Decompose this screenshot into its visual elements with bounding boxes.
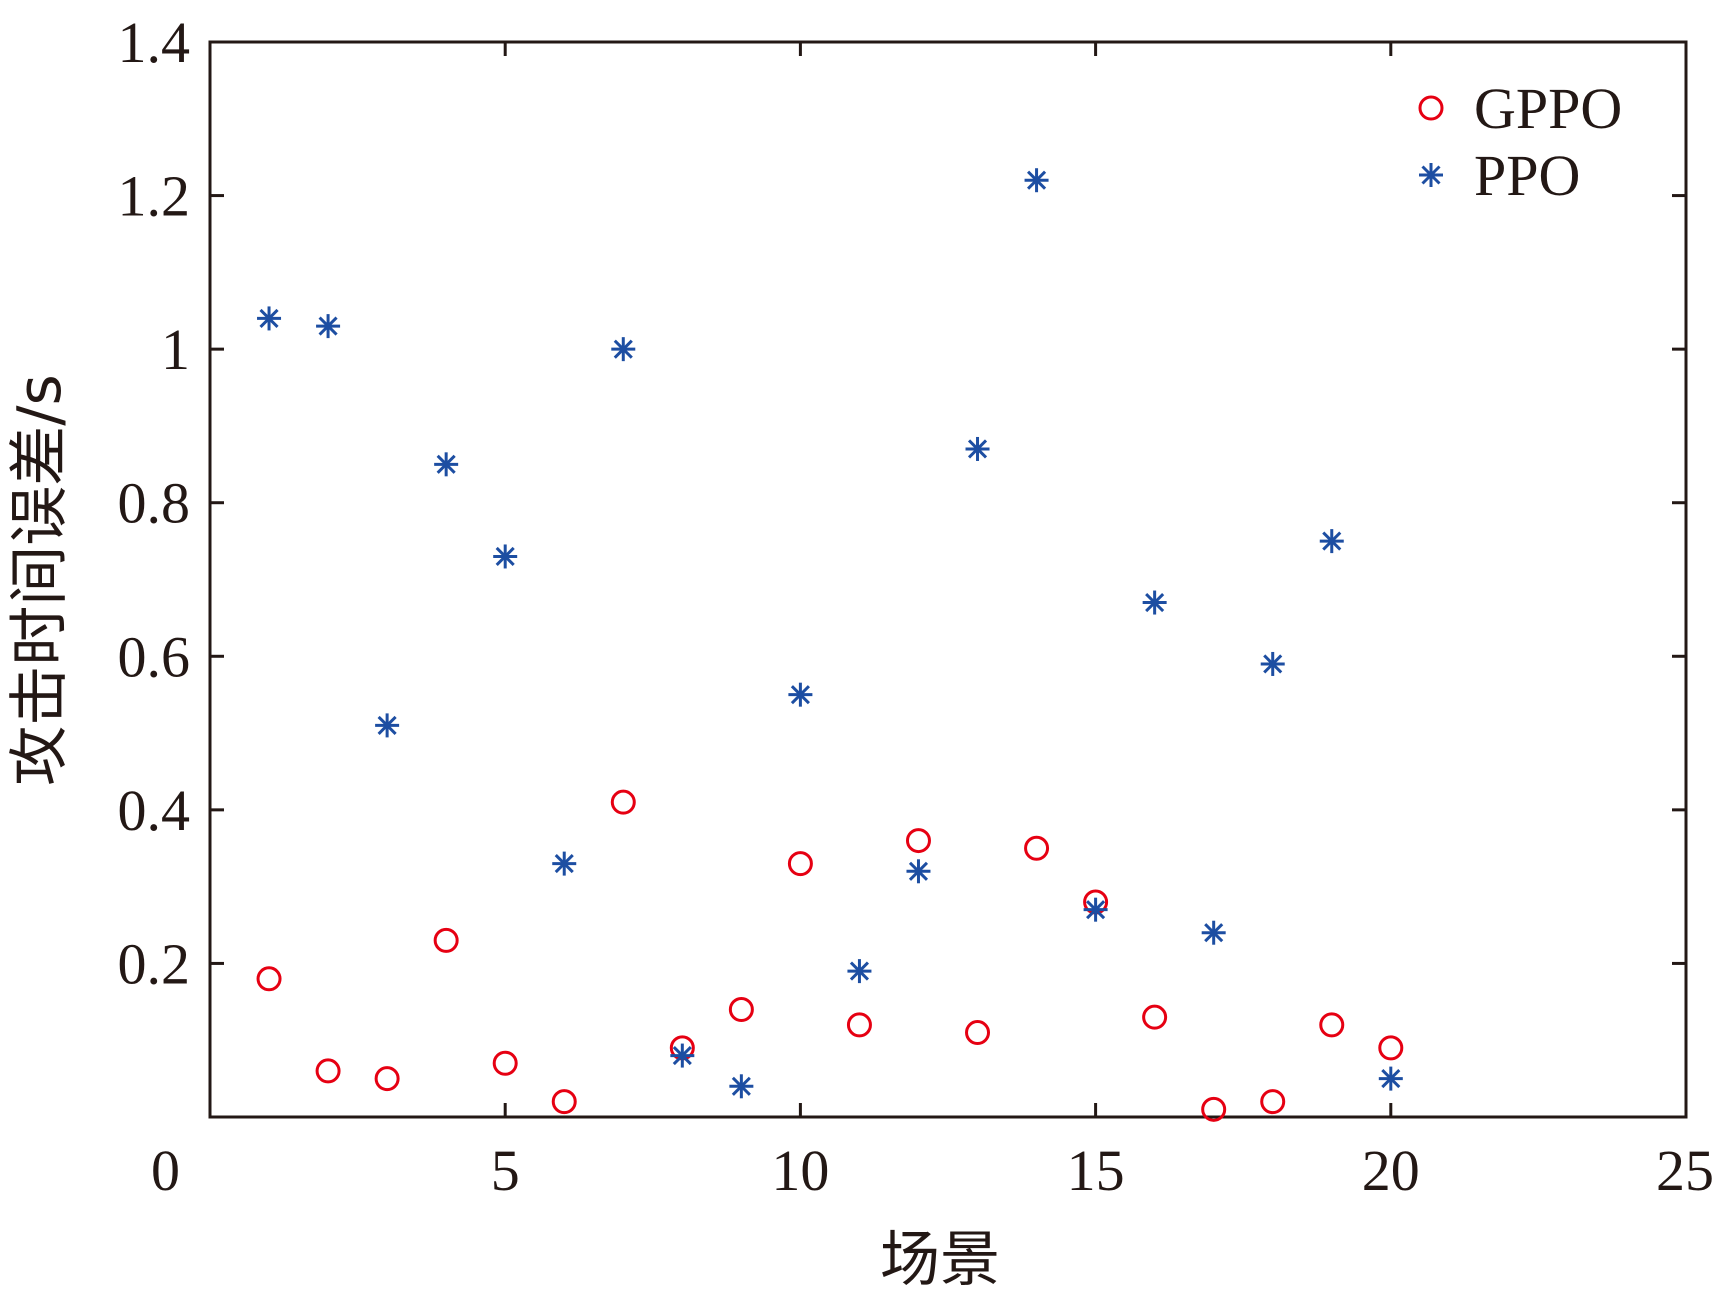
ppo-point <box>1260 651 1285 676</box>
x-tick-label: 15 <box>1067 1138 1125 1203</box>
ppo-point <box>493 544 518 569</box>
y-axis-ticks: 0.2 0.4 0.6 0.8 1 1.2 1.4 <box>118 10 1686 996</box>
y-tick-label: 0.4 <box>118 778 191 843</box>
x-tick-label: 25 <box>1656 1138 1714 1203</box>
gppo-point <box>728 997 754 1022</box>
gppo-point <box>256 966 282 992</box>
ppo-point <box>375 713 400 738</box>
y-tick-label: 1.4 <box>118 10 191 75</box>
legend-marker-ppo <box>1419 163 1443 187</box>
gppo-point <box>1260 1089 1286 1115</box>
gppo-point <box>492 1050 518 1076</box>
data-markers <box>256 168 1404 1122</box>
y-axis-title: 攻击时间误差/s <box>5 374 75 785</box>
gppo-point <box>965 1020 991 1046</box>
ppo-point <box>670 1043 695 1068</box>
legend-marker-gppo <box>1418 95 1444 121</box>
gppo-point <box>1142 1004 1168 1030</box>
ppo-point <box>611 337 636 362</box>
y-tick-label: 0.8 <box>118 471 191 536</box>
gppo-point <box>610 789 636 815</box>
x-tick-label: 20 <box>1362 1138 1420 1203</box>
y-tick-label: 1 <box>161 317 190 382</box>
ppo-point <box>847 959 872 984</box>
gppo-point <box>1024 835 1050 861</box>
ppo-point <box>1024 168 1049 193</box>
gppo-point <box>1319 1012 1345 1038</box>
gppo-point <box>433 927 459 953</box>
ppo-point <box>434 452 459 477</box>
ppo-point <box>1142 590 1167 615</box>
gppo-point <box>846 1012 872 1038</box>
y-tick-label: 0.6 <box>118 624 191 689</box>
ppo-point <box>965 436 990 461</box>
ppo-point <box>1083 897 1108 922</box>
ppo-point <box>1201 920 1226 945</box>
legend-label-ppo: PPO <box>1474 143 1580 208</box>
ppo-point <box>552 851 577 876</box>
y-tick-label: 0.2 <box>118 931 191 996</box>
gppo-point <box>315 1058 341 1084</box>
plot-frame <box>208 40 1688 1119</box>
gppo-point <box>551 1089 577 1115</box>
y-tick-label: 1.2 <box>118 164 191 229</box>
gppo-point <box>905 828 931 854</box>
gppo-point <box>1378 1035 1404 1061</box>
x-axis-ticks: 0 5 10 15 20 25 <box>151 42 1714 1203</box>
x-tick-label: 0 <box>151 1138 180 1203</box>
gppo-point <box>1201 1096 1227 1122</box>
x-axis-title: 场景 <box>880 1225 1000 1294</box>
x-tick-label: 10 <box>771 1138 829 1203</box>
ppo-point <box>906 859 931 884</box>
gppo-point <box>374 1066 400 1092</box>
legend-label-gppo: GPPO <box>1474 76 1622 141</box>
ppo-point <box>729 1074 754 1099</box>
ppo-point <box>1319 529 1344 554</box>
gppo-point <box>787 851 813 877</box>
ppo-point <box>316 314 341 339</box>
x-tick-label: 5 <box>491 1138 520 1203</box>
ppo-point <box>788 682 813 707</box>
ppo-point <box>257 306 282 331</box>
ppo-point <box>1378 1066 1403 1091</box>
